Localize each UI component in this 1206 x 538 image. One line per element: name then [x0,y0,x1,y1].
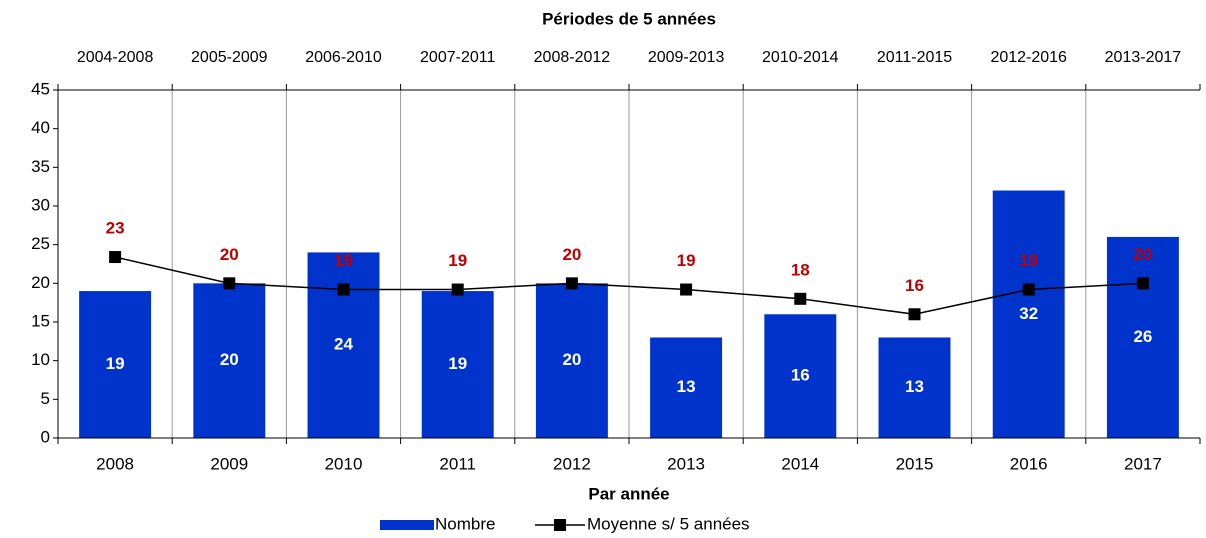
y-tick-label: 30 [31,195,50,214]
x-tick-label: 2011 [439,454,476,473]
y-tick-label: 15 [31,311,50,330]
bar-label: 13 [677,377,696,396]
bar [307,252,380,438]
bar-label: 16 [791,366,810,385]
x-tick-label: 2008 [96,454,134,473]
y-tick-label: 35 [31,157,50,176]
bar-label: 19 [448,354,467,373]
line-label: 19 [677,251,696,270]
bar [193,283,266,438]
x2-tick-label: 2007-2011 [420,49,495,66]
y-tick-label: 25 [31,234,50,253]
bar-label: 26 [1133,327,1152,346]
x2-tick-label: 2009-2013 [648,49,725,66]
marker [223,277,236,290]
x2-tick-label: 2006-2010 [305,49,382,66]
line-label: 19 [334,251,353,270]
marker [451,283,464,296]
marker [565,277,578,290]
line-label: 20 [1133,245,1152,264]
y-tick-label: 0 [41,427,50,446]
x-axis-title: Par année [588,484,669,503]
x-tick-label: 2010 [325,454,363,473]
y-tick-label: 20 [31,273,50,292]
line-label: 19 [448,251,467,270]
bar [878,337,951,438]
x-tick-label: 2015 [896,454,934,473]
line [114,256,1143,316]
x2-tick-label: 2005-2009 [191,49,268,66]
x-tick-label: 2009 [210,454,248,473]
line-label: 20 [220,245,239,264]
bar [650,337,723,438]
x-tick-label: 2016 [1010,454,1048,473]
bar-label: 19 [106,354,125,373]
y-tick-label: 10 [31,350,50,369]
marker [109,251,122,264]
x2-tick-label: 2011-2015 [877,49,952,66]
bar-label: 13 [905,377,924,396]
bar-label: 20 [220,350,239,369]
bar [764,314,837,438]
legend-label: Moyenne s/ 5 années [587,514,750,533]
marker [908,308,921,321]
bar-label: 24 [334,335,353,354]
bar [535,283,608,438]
x-tick-label: 2014 [781,454,819,473]
legend-marker [554,519,566,531]
legend-label: Nombre [435,514,495,533]
line-label: 18 [791,260,810,279]
x2-tick-label: 2004-2008 [77,49,154,66]
y-tick-label: 5 [41,389,50,408]
bar-label: 20 [562,350,581,369]
x-tick-label: 2017 [1124,454,1162,473]
chart-title: Périodes de 5 années [542,9,716,28]
bar [992,190,1065,438]
y-tick-label: 40 [31,118,50,137]
x2-tick-label: 2013-2017 [1105,49,1182,66]
bar [421,291,494,438]
marker [1136,277,1149,290]
marker [337,283,350,296]
line-label: 19 [1019,251,1038,270]
x-tick-label: 2012 [553,454,591,473]
x2-tick-label: 2010-2014 [762,49,839,66]
marker [680,283,693,296]
line-label: 23 [106,219,125,238]
bar-label: 32 [1019,304,1038,323]
x2-tick-label: 2012-2016 [990,49,1067,66]
marker [794,292,807,305]
bar [1106,236,1179,438]
bar [79,291,152,438]
y-tick-label: 45 [31,79,50,98]
legend-swatch [380,520,434,530]
line-label: 16 [905,276,924,295]
x2-tick-label: 2008-2012 [534,49,611,66]
marker [1022,283,1035,296]
x-tick-label: 2013 [667,454,705,473]
line-label: 20 [562,245,581,264]
